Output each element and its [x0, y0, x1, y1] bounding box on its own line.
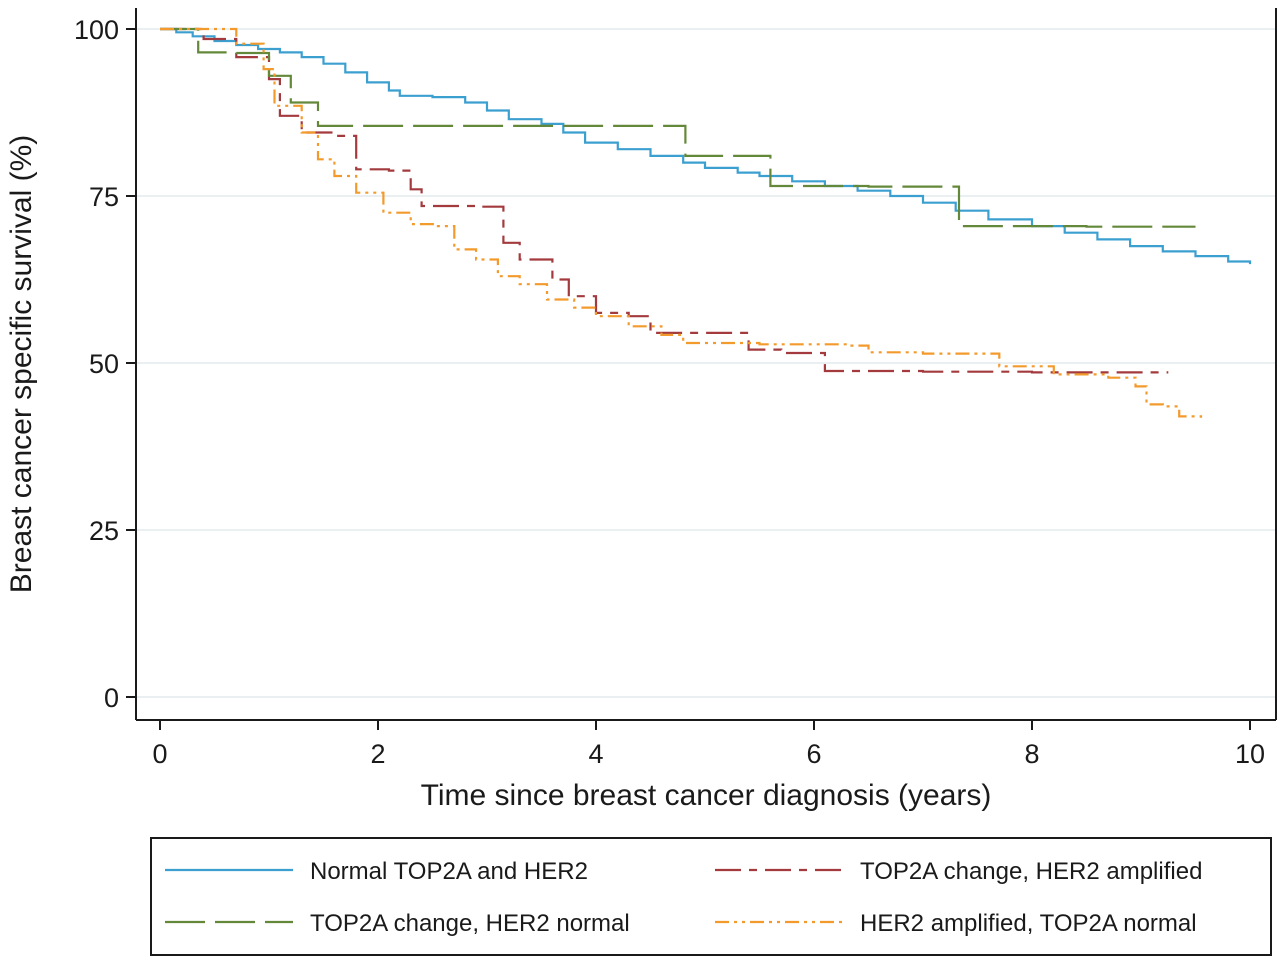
y-tick-label: 50 [89, 349, 119, 379]
y-tick-label: 100 [74, 15, 119, 45]
x-tick-label: 6 [806, 739, 821, 769]
x-tick-label: 2 [370, 739, 385, 769]
series-line-2 [160, 27, 1169, 374]
x-tick-label: 4 [588, 739, 603, 769]
legend: Normal TOP2A and HER2 TOP2A change, HER2 … [150, 837, 1272, 956]
x-tick-label: 10 [1235, 739, 1265, 769]
legend-label-3: TOP2A change, HER2 normal [310, 910, 630, 937]
y-axis-title: Breast cancer specific survival (%) [5, 135, 38, 593]
series-line-4 [160, 27, 1203, 418]
legend-label-1: Normal TOP2A and HER2 [310, 858, 588, 885]
x-tick-label: 0 [152, 739, 167, 769]
legend-box [150, 837, 1272, 956]
series-lines [160, 27, 1252, 418]
legend-label-2: TOP2A change, HER2 amplified [860, 858, 1202, 885]
gridlines [137, 28, 1275, 698]
y-tick-label: 0 [104, 683, 119, 713]
y-tick-label: 75 [89, 182, 119, 212]
x-axis-title: Time since breast cancer diagnosis (year… [421, 779, 992, 812]
ticks: 0 25 50 75 100 0 2 4 6 8 10 [74, 15, 1265, 769]
series-line-1 [160, 27, 1252, 265]
x-tick-label: 8 [1024, 739, 1039, 769]
y-tick-label: 25 [89, 516, 119, 546]
legend-label-4: HER2 amplified, TOP2A normal [860, 910, 1197, 937]
series-line-3 [160, 27, 1196, 228]
